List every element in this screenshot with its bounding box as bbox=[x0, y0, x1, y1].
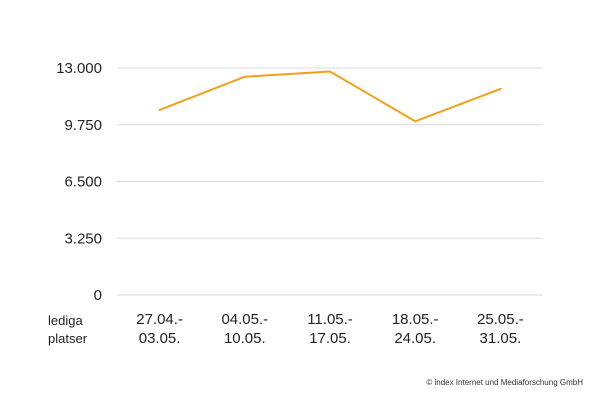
data-point bbox=[329, 70, 331, 73]
x-tick-label: 17.05. bbox=[309, 330, 351, 347]
y-tick-label: 0 bbox=[94, 287, 102, 304]
x-tick-label: 10.05. bbox=[224, 330, 266, 347]
x-tick-label: 24.05. bbox=[394, 330, 436, 347]
x-tick-label: 11.05.- bbox=[307, 311, 353, 328]
y-tick-label: 6.500 bbox=[64, 174, 102, 191]
copyright-notice: © index Internet und Mediaforschung GmbH bbox=[426, 378, 583, 387]
y-tick-label: 3.250 bbox=[64, 230, 102, 247]
x-tick-label: 27.04.- bbox=[136, 311, 183, 328]
x-tick-label: 31.05. bbox=[480, 330, 522, 347]
data-point bbox=[158, 108, 161, 111]
data-point bbox=[243, 75, 246, 78]
data-point bbox=[499, 87, 502, 90]
x-tick-label: 18.05.- bbox=[392, 311, 439, 328]
x-tick-label: 03.05. bbox=[139, 330, 181, 347]
y-axis-label-line-2: platser bbox=[48, 331, 88, 346]
x-tick-label: 04.05.- bbox=[221, 311, 268, 328]
data-point bbox=[414, 120, 417, 123]
y-tick-label: 13.000 bbox=[56, 60, 102, 77]
y-tick-label: 9.750 bbox=[64, 117, 102, 134]
y-axis-label-line-1: lediga bbox=[48, 313, 83, 328]
series-line bbox=[158, 70, 502, 123]
x-tick-label: 25.05.- bbox=[477, 311, 524, 328]
